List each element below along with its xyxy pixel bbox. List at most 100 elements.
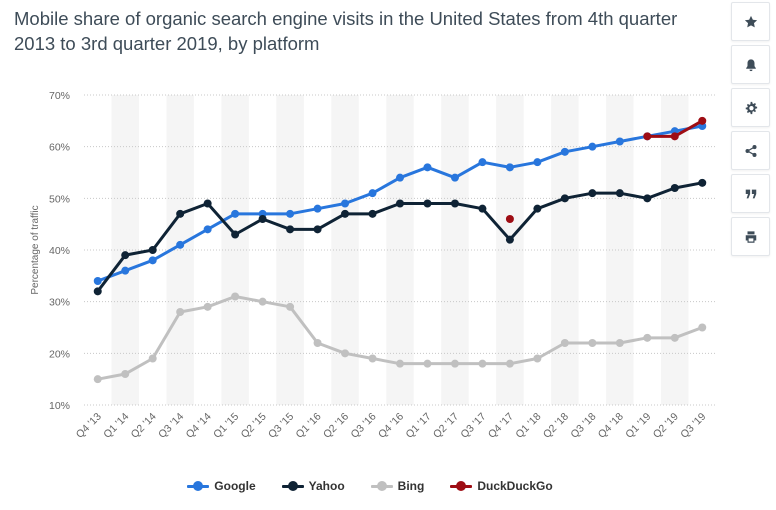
data-point xyxy=(148,246,157,254)
data-point xyxy=(203,302,212,311)
data-point xyxy=(258,215,267,223)
legend-label: Bing xyxy=(397,479,425,493)
data-point xyxy=(148,354,157,363)
x-tick-label: Q3 '15 xyxy=(266,411,296,441)
data-point xyxy=(258,297,267,306)
series-bing xyxy=(93,292,707,384)
y-tick-label: 20% xyxy=(49,348,70,360)
data-point xyxy=(670,132,679,141)
star-icon xyxy=(744,15,757,27)
legend-item-duckduckgo[interactable]: DuckDuckGo xyxy=(450,476,553,496)
data-point xyxy=(698,323,707,332)
data-point xyxy=(368,189,377,198)
data-point xyxy=(450,359,459,368)
settings-button[interactable] xyxy=(731,88,770,127)
data-point xyxy=(643,333,652,342)
data-point xyxy=(203,225,212,234)
data-point xyxy=(450,173,459,182)
data-point xyxy=(313,339,322,347)
data-point xyxy=(176,308,185,316)
data-point xyxy=(533,204,542,213)
data-point xyxy=(533,158,542,167)
series-duckduckgo xyxy=(505,116,707,223)
data-point xyxy=(698,178,707,187)
x-tick-label: Q1 '15 xyxy=(211,411,241,441)
x-tick-label: Q3 '19 xyxy=(678,411,708,441)
data-point xyxy=(313,204,322,213)
series-group xyxy=(93,116,707,384)
legend-item-google[interactable]: Google xyxy=(187,476,256,496)
data-point xyxy=(588,142,597,151)
data-point xyxy=(533,354,542,363)
data-point xyxy=(478,204,487,213)
data-point xyxy=(93,277,102,285)
data-point xyxy=(615,339,624,347)
x-tick-label: Q3 '16 xyxy=(349,411,379,441)
data-point xyxy=(615,137,624,146)
cite-button[interactable] xyxy=(731,174,770,213)
print-button[interactable] xyxy=(731,217,770,256)
data-point xyxy=(450,199,459,208)
legend-swatch xyxy=(187,481,210,491)
data-point xyxy=(505,359,514,368)
share-button[interactable] xyxy=(731,131,770,170)
y-tick-label: 10% xyxy=(49,400,70,412)
x-tick-label: Q1 '16 xyxy=(294,411,324,441)
legend-swatch xyxy=(450,481,473,491)
data-point xyxy=(505,163,514,172)
plot-band xyxy=(111,95,139,405)
data-point xyxy=(93,375,102,384)
x-tick-label: Q3 '17 xyxy=(458,411,488,441)
legend-swatch xyxy=(281,481,304,491)
legend-label: Google xyxy=(214,479,256,493)
data-point xyxy=(505,215,514,223)
data-point xyxy=(231,292,240,301)
data-point xyxy=(505,235,514,244)
y-axis-label: Percentage of traffic xyxy=(30,205,41,294)
data-point xyxy=(286,302,295,311)
legend-label: DuckDuckGo xyxy=(477,479,553,493)
gear-icon xyxy=(745,101,757,114)
legend-item-yahoo[interactable]: Yahoo xyxy=(281,476,345,496)
data-point xyxy=(121,266,130,275)
data-point xyxy=(643,132,652,141)
data-point xyxy=(313,225,322,234)
data-point xyxy=(423,199,432,208)
data-point xyxy=(396,173,404,182)
x-tick-label: Q4 '17 xyxy=(486,411,516,441)
bell-icon xyxy=(745,58,756,71)
data-point xyxy=(478,158,487,167)
data-point xyxy=(670,184,679,192)
data-point xyxy=(615,189,624,198)
data-point xyxy=(286,225,295,234)
y-tick-label: 40% xyxy=(49,245,70,257)
chart-title: Mobile share of organic search engine vi… xyxy=(14,8,678,54)
data-point xyxy=(121,251,130,260)
notification-button[interactable] xyxy=(731,45,770,84)
x-tick-label: Q4 '13 xyxy=(74,411,104,441)
data-point xyxy=(396,359,404,368)
x-tick-label: Q1 '19 xyxy=(623,411,653,441)
x-tick-label: Q1 '17 xyxy=(403,411,433,441)
series-yahoo xyxy=(93,178,707,296)
series-google xyxy=(93,122,707,285)
legend-swatch xyxy=(370,481,393,491)
data-point xyxy=(231,230,240,239)
x-tick-label: Q1 '18 xyxy=(513,411,543,441)
legend-item-bing[interactable]: Bing xyxy=(370,476,425,496)
data-point xyxy=(93,287,102,296)
x-tick-label: Q2 '14 xyxy=(129,411,159,441)
x-tick-label: Q4 '18 xyxy=(596,411,626,441)
data-point xyxy=(176,209,185,218)
data-point xyxy=(560,339,569,347)
x-tick-label: Q1 '14 xyxy=(101,411,131,441)
data-point xyxy=(341,209,350,218)
y-tick-label: 70% xyxy=(49,90,70,102)
quote-icon xyxy=(745,189,756,198)
data-point xyxy=(286,209,295,218)
share-icon xyxy=(744,144,757,157)
favorite-button[interactable] xyxy=(731,2,770,41)
x-tick-label: Q2 '18 xyxy=(541,411,571,441)
x-tick-label: Q2 '19 xyxy=(651,411,681,441)
